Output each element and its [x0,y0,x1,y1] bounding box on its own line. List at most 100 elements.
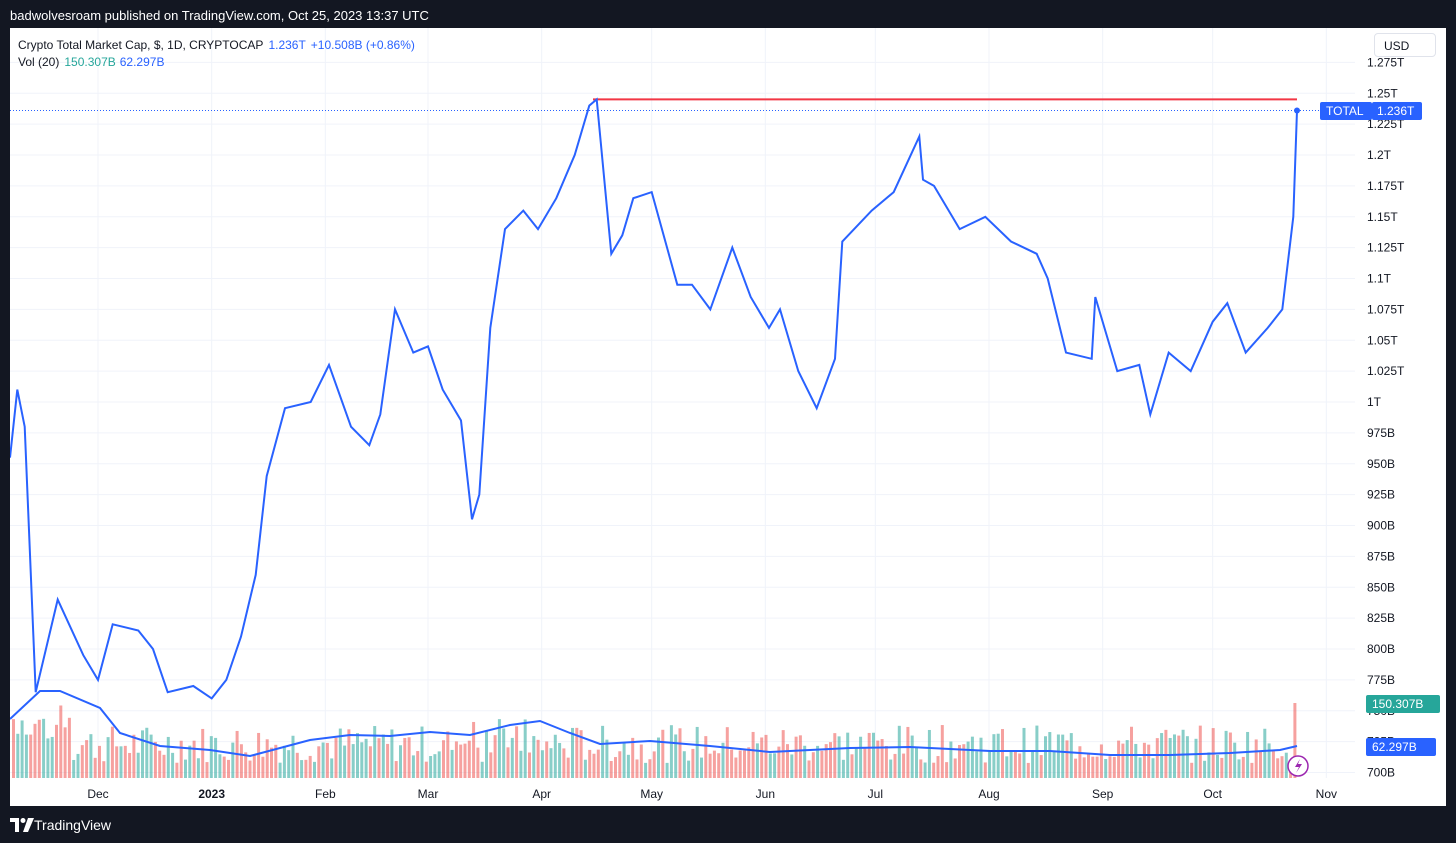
volume-bar [239,744,243,778]
volume-bar [540,750,544,778]
volume-bar [811,752,815,778]
volume-bar [1125,740,1129,778]
volume-bar [308,755,312,778]
volume-bar [424,761,428,778]
volume-bar [1112,756,1116,778]
volume-bar [880,739,884,778]
volume-bar [760,737,764,778]
volume-bar [609,761,613,778]
volume-bar [304,759,308,778]
volume-bar [575,727,579,778]
volume-bar [803,745,807,778]
volume-bar [678,728,682,778]
volume-bar [829,742,832,778]
volume-bar [472,721,476,778]
volume-bar [1091,756,1095,778]
volume-bar [953,758,957,778]
volume-bar [1022,727,1026,778]
volume-bar [265,739,269,778]
volume-bar [1130,726,1133,778]
x-axis[interactable]: Dec 2023 Feb Mar Apr May Jun Jul Aug Sep Oct Nov [87,787,1337,801]
chart-area[interactable]: 1.275T 1.25T 1.225T 1.2T 1.175T 1.15T 1.125T 1.… [9,28,1446,806]
y-tick-label: 1.225T [1367,117,1405,131]
volume-bar [687,760,691,778]
volume-bar [244,752,248,778]
volume-bar [1203,760,1207,778]
volume-bar [863,747,867,778]
total-tag-name: TOTAL [1326,104,1364,118]
volume-bar [665,762,669,778]
volume-bar [1216,754,1219,778]
volume-bar [1241,756,1245,778]
volume-bar [876,740,880,778]
volume-bar [721,742,725,778]
volume-bar [1099,744,1103,778]
volume-bar [506,747,510,778]
volume-bar [1134,743,1138,778]
lightning-icon [1295,759,1302,773]
volume-bar [390,729,394,778]
volume-bar [669,725,673,778]
volume-bar [932,762,936,778]
volume-bar [110,726,114,778]
volume-bar [958,744,961,778]
volume-bar [257,732,261,778]
volume-bar [717,753,721,778]
volume-bar [923,762,927,778]
x-tick-label: Sep [1092,787,1114,801]
volume-bar [889,759,893,778]
volume-bar [927,729,931,778]
volume-bar [300,760,304,778]
y-tick-label: 975B [1367,426,1395,440]
volume-bar [618,751,622,778]
tradingview-brand: TradingView [34,817,112,833]
volume-bar [755,743,759,778]
volume-bar [596,749,600,778]
x-tick-label: 2023 [198,787,225,801]
volume-bar [459,744,463,778]
volume-bar [794,736,798,778]
volume-bar [708,753,712,778]
volume-bar [356,733,359,778]
volume-bar [639,744,643,778]
volume-bar [730,749,734,778]
volume-bar [605,739,609,778]
volume-bar [1044,736,1047,778]
volume-bar [227,759,230,778]
x-tick-label: Aug [978,787,999,801]
volume-bar [751,731,755,778]
volume-bar [661,729,665,778]
volume-bar [128,752,132,778]
volume-bar [1117,740,1121,778]
volume-bar [1082,757,1086,778]
y-tick-label: 775B [1367,673,1395,687]
volume-bar [1009,751,1013,778]
volume-bars [12,703,1297,778]
volume-bar [833,733,837,778]
volume-bar [652,751,656,778]
x-tick-label: Feb [315,787,336,801]
volume-bar [1224,730,1228,778]
volume-bar [1220,757,1224,778]
x-tick-label: Jul [868,787,883,801]
volume-bar [1198,725,1202,778]
volume-bar [295,752,299,778]
published-info: badwolvesroam published on TradingView.c… [10,8,429,23]
volume-bar [493,735,497,778]
volume-bar [149,734,153,778]
currency-button[interactable]: USD [1374,33,1436,57]
volume-bar [773,753,777,778]
price-chart[interactable]: 1.275T 1.25T 1.225T 1.2T 1.175T 1.15T 1.125T 1.… [9,28,1446,806]
volume-bar [626,754,630,778]
legend-vol-value: 150.307B [64,55,116,69]
y-tick-label: 900B [1367,519,1395,533]
volume-bar [119,746,123,778]
price-line [9,97,1298,700]
volume-bar [1018,753,1022,778]
volume-bar [872,732,875,778]
y-axis[interactable]: 1.275T 1.25T 1.225T 1.2T 1.175T 1.15T 1.125T 1.… [1367,55,1405,779]
tradingview-logo-icon [10,818,34,832]
volume-bar [983,762,987,778]
volume-bar [859,736,863,778]
x-tick-label: Nov [1316,787,1337,801]
